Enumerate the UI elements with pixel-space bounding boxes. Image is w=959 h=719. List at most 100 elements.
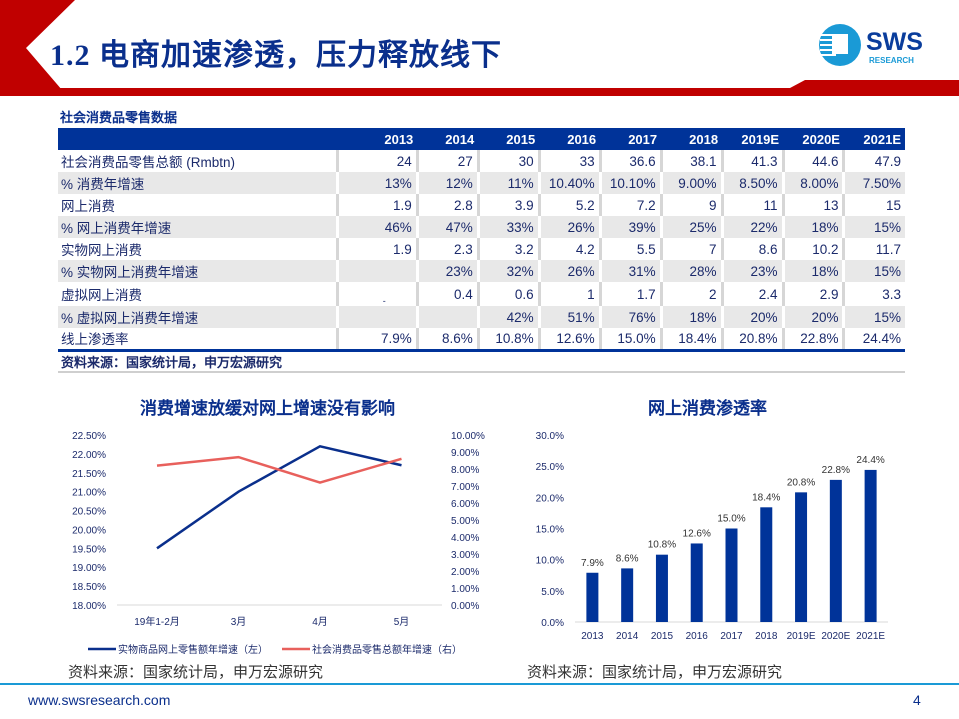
column-header: 2017 bbox=[600, 128, 662, 150]
column-header: 2015 bbox=[478, 128, 540, 150]
table-row: % 网上消费年增速 46% 47% 33% 26% 39% 25% 22% 18% 15% bbox=[58, 216, 905, 238]
bar bbox=[586, 572, 599, 622]
table-cell: 33 bbox=[537, 150, 601, 172]
table-cell: 28% bbox=[659, 260, 723, 282]
series-line-1 bbox=[156, 455, 402, 484]
footer-url[interactable]: www.swsresearch.com bbox=[28, 692, 171, 708]
table-cell: 20.8% bbox=[720, 328, 784, 352]
row-label: % 消费年增速 bbox=[58, 172, 338, 194]
x-tick-label: 2018 bbox=[755, 631, 778, 642]
bar bbox=[621, 568, 634, 622]
table-cell: 3.9 bbox=[476, 194, 540, 216]
table-cell: 18% bbox=[659, 306, 723, 328]
table-header-row: 2013 2014 2015 2016 2017 2018 2019E 2020E 2021E bbox=[58, 128, 905, 150]
line-chart: 18.00% 18.50% 19.00% 19.50% 20.00% 20.50% 21.0… bbox=[72, 431, 485, 656]
x-tick-label: 2021E bbox=[856, 631, 885, 642]
table-row: 网上消费 1.9 2.8 3.9 5.2 7.2 9 11 13 15 bbox=[58, 194, 905, 216]
row-label: % 网上消费年增速 bbox=[58, 216, 338, 238]
table-cell: 2 bbox=[659, 282, 723, 306]
column-header: 2013 bbox=[337, 128, 418, 150]
bar bbox=[725, 528, 738, 622]
table-cell: 20% bbox=[720, 306, 784, 328]
line-chart-title: 消费增速放缓对网上增速没有影响 bbox=[140, 399, 395, 418]
table-cell: 41.3 bbox=[720, 150, 784, 172]
svg-text:SWS: SWS bbox=[866, 28, 923, 56]
y-left-tick-label: 21.00% bbox=[72, 488, 106, 499]
table-cell: 11.7 bbox=[842, 238, 905, 260]
table-row: % 消费年增速 13% 12% 11% 10.40% 10.10% 9.00% 8.50% 8.… bbox=[58, 172, 905, 194]
table-cell: 5.5 bbox=[598, 238, 662, 260]
table-cell: 1 bbox=[537, 282, 601, 306]
table-cell: - bbox=[335, 282, 418, 306]
table-cell: 5.2 bbox=[537, 194, 601, 216]
x-tick-label: 5月 bbox=[394, 616, 410, 628]
table-cell: 42% bbox=[476, 306, 540, 328]
y-right-tick-label: 8.00% bbox=[451, 465, 479, 476]
table-cell: 10.40% bbox=[537, 172, 601, 194]
table-row: 虚拟网上消费 -0.4 0.6 1 1.7 2 2.4 2.9 3.3 bbox=[58, 282, 905, 306]
page-number: 4 bbox=[913, 692, 921, 708]
table-cell: 8.6% bbox=[415, 328, 479, 352]
table-cell: 15% bbox=[842, 260, 905, 282]
table-cell: 4.2 bbox=[537, 238, 601, 260]
table-row: % 虚拟网上消费年增速 42% 51% 76% 18% 20% 20% 15% bbox=[58, 306, 905, 328]
column-header bbox=[58, 128, 338, 150]
table-cell: 25% bbox=[659, 216, 723, 238]
x-tick-label: 2020E bbox=[821, 631, 850, 642]
y-left-tick-label: 18.00% bbox=[72, 601, 106, 612]
svg-text:RESEARCH: RESEARCH bbox=[869, 56, 914, 65]
bar-chart-title: 网上消费渗透率 bbox=[648, 399, 767, 418]
table-cell: 23% bbox=[415, 260, 479, 282]
table-cell: 8.50% bbox=[720, 172, 784, 194]
bar bbox=[829, 479, 842, 622]
table-cell: 39% bbox=[598, 216, 662, 238]
data-label: 18.4% bbox=[752, 492, 780, 503]
y-left-tick-label: 22.50% bbox=[72, 431, 106, 442]
sws-logo: SWS RESEARCH bbox=[819, 24, 923, 66]
table-cell: 51% bbox=[537, 306, 601, 328]
row-label: 社会消费品零售总额 (Rmbtn) bbox=[61, 155, 236, 170]
column-header: 2018 bbox=[661, 128, 723, 150]
table-cell: 8.6 bbox=[720, 238, 784, 260]
bar bbox=[864, 469, 877, 622]
y-right-tick-label: 7.00% bbox=[451, 482, 479, 493]
table-cell: 22% bbox=[720, 216, 784, 238]
table-row: 社会消费品零售总额 (Rmbtn) 24 27 30 33 36.6 38.1 41.3 44.… bbox=[58, 150, 905, 172]
table-row: 实物网上消费 1.9 2.3 3.2 4.2 5.5 7 8.6 10.2 11.7 bbox=[58, 238, 905, 260]
x-tick-label: 2017 bbox=[720, 631, 743, 642]
y-left-tick-label: 19.50% bbox=[72, 544, 106, 555]
table-cell: 3.3 bbox=[842, 282, 905, 306]
column-header: 2014 bbox=[417, 128, 479, 150]
table-cell: 24.4% bbox=[842, 328, 905, 352]
page-title: 1.2 电商加速渗透，压力释放线下 bbox=[50, 39, 502, 72]
table-row: 线上渗透率 7.9% 8.6% 10.8% 12.6% 15.0% 18.4% 20.8% 22… bbox=[58, 328, 905, 352]
header-decoration bbox=[0, 0, 959, 96]
table-cell: 2.4 bbox=[720, 282, 784, 306]
data-label: 20.8% bbox=[787, 477, 815, 488]
table-cell: 11% bbox=[476, 172, 540, 194]
table-cell: 33% bbox=[476, 216, 540, 238]
table-cell: 26% bbox=[537, 260, 601, 282]
table-cell: 13 bbox=[781, 194, 844, 216]
bar-chart-source: 资料来源：国家统计局，申万宏源研究 bbox=[527, 664, 783, 681]
table-cell: 38.1 bbox=[659, 150, 723, 172]
table-cell: 12.6% bbox=[537, 328, 601, 352]
y-tick-label: 20.0% bbox=[536, 493, 564, 504]
table-cell: 1.9 bbox=[335, 194, 418, 216]
table-cell: 36.6 bbox=[598, 150, 662, 172]
table-cell: 18% bbox=[781, 216, 844, 238]
legend-label: 实物商品网上零售额年增速（左） bbox=[118, 643, 268, 656]
x-tick-label: 19年1-2月 bbox=[134, 615, 180, 628]
y-tick-label: 15.0% bbox=[536, 525, 564, 536]
data-label: 7.9% bbox=[581, 558, 604, 569]
table-cell: 13% bbox=[335, 172, 418, 194]
table-cell: 44.6 bbox=[781, 150, 844, 172]
table-cell: 47% bbox=[415, 216, 479, 238]
table-title: 社会消费品零售数据 bbox=[60, 110, 178, 125]
table-cell: 8.00% bbox=[781, 172, 844, 194]
y-right-tick-label: 4.00% bbox=[451, 533, 479, 544]
x-tick-label: 2014 bbox=[616, 631, 639, 642]
retail-data-table: 2013 2014 2015 2016 2017 2018 2019E 2020E 2021E … bbox=[58, 128, 905, 373]
y-left-tick-label: 19.00% bbox=[72, 563, 106, 574]
table-cell: 10.10% bbox=[598, 172, 662, 194]
